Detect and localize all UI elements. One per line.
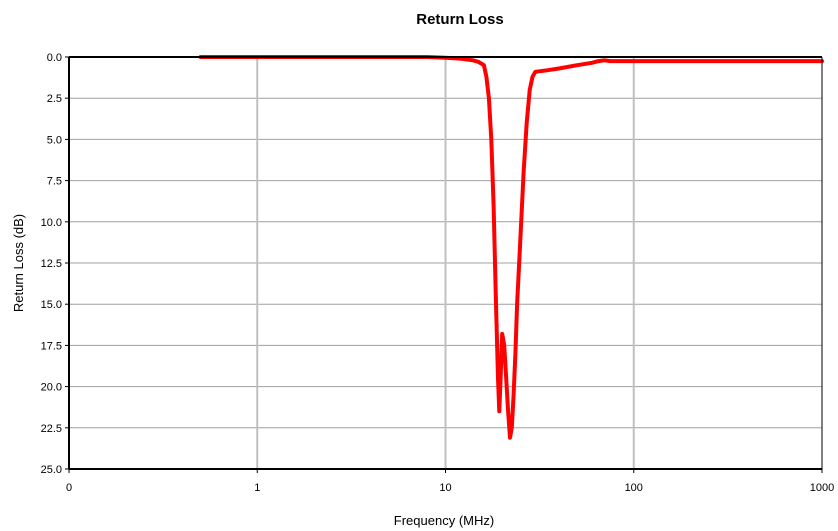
y-tick-label: 10.0 [41, 217, 62, 229]
x-tick-label: 0 [66, 482, 72, 494]
y-axis-ticks: 0.0 2.5 5.0 7.5 10.0 12.5 15.0 17.5 20.0 22.5 25.0 [41, 52, 69, 476]
y-axis-label: Return Loss (dB) [11, 214, 26, 312]
y-tick-label: 12.5 [41, 258, 62, 270]
series-layer [198, 55, 824, 440]
y-tick-label: 25.0 [41, 464, 62, 476]
y-tick-label: 20.0 [41, 382, 62, 394]
x-tick-label: 100 [625, 482, 643, 494]
y-tick-label: 5.0 [47, 134, 62, 146]
y-tick-label: 15.0 [41, 299, 62, 311]
x-axis-label: Frequency (MHz) [394, 513, 494, 528]
x-tick-label: 1 [254, 482, 260, 494]
y-tick-label: 7.5 [47, 176, 62, 188]
x-tick-label: 10 [439, 482, 451, 494]
y-tick-label: 2.5 [47, 93, 62, 105]
x-tick-label: 1000 [810, 482, 834, 494]
y-tick-label: 0.0 [47, 52, 62, 64]
x-axis-ticks: 0 1 10 100 1000 [66, 469, 834, 494]
grid-lines [69, 57, 822, 469]
y-tick-label: 17.5 [41, 340, 62, 352]
y-tick-label: 22.5 [41, 423, 62, 435]
chart-title: Return Loss [416, 11, 504, 28]
return-loss-series-line [198, 55, 824, 440]
